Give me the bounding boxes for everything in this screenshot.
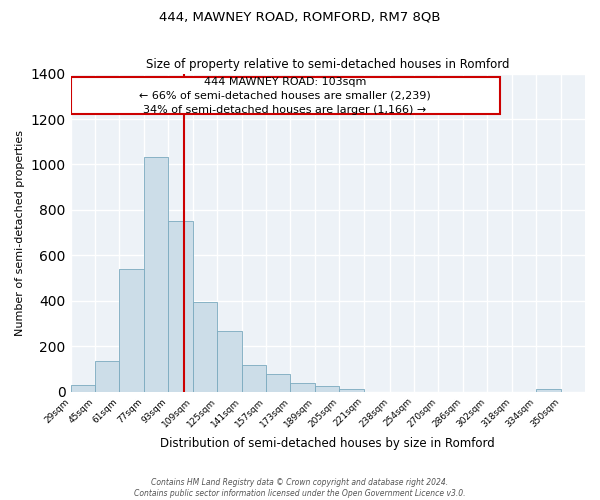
X-axis label: Distribution of semi-detached houses by size in Romford: Distribution of semi-detached houses by … xyxy=(160,437,495,450)
Bar xyxy=(193,302,217,392)
Text: Contains HM Land Registry data © Crown copyright and database right 2024.
Contai: Contains HM Land Registry data © Crown c… xyxy=(134,478,466,498)
Title: Size of property relative to semi-detached houses in Romford: Size of property relative to semi-detach… xyxy=(146,58,509,71)
Y-axis label: Number of semi-detached properties: Number of semi-detached properties xyxy=(15,130,25,336)
Bar xyxy=(119,269,144,392)
Bar xyxy=(339,390,364,392)
Bar xyxy=(168,222,193,392)
Bar xyxy=(315,386,339,392)
Text: 444 MAWNEY ROAD: 103sqm
← 66% of semi-detached houses are smaller (2,239)
34% of: 444 MAWNEY ROAD: 103sqm ← 66% of semi-de… xyxy=(139,76,431,114)
Bar xyxy=(71,386,95,392)
Bar xyxy=(144,156,168,392)
Bar xyxy=(266,374,290,392)
Bar xyxy=(217,331,242,392)
Bar xyxy=(95,361,119,392)
FancyBboxPatch shape xyxy=(71,77,500,114)
Text: 444, MAWNEY ROAD, ROMFORD, RM7 8QB: 444, MAWNEY ROAD, ROMFORD, RM7 8QB xyxy=(159,10,441,23)
Bar xyxy=(242,365,266,392)
Bar xyxy=(536,390,560,392)
Bar xyxy=(290,382,315,392)
